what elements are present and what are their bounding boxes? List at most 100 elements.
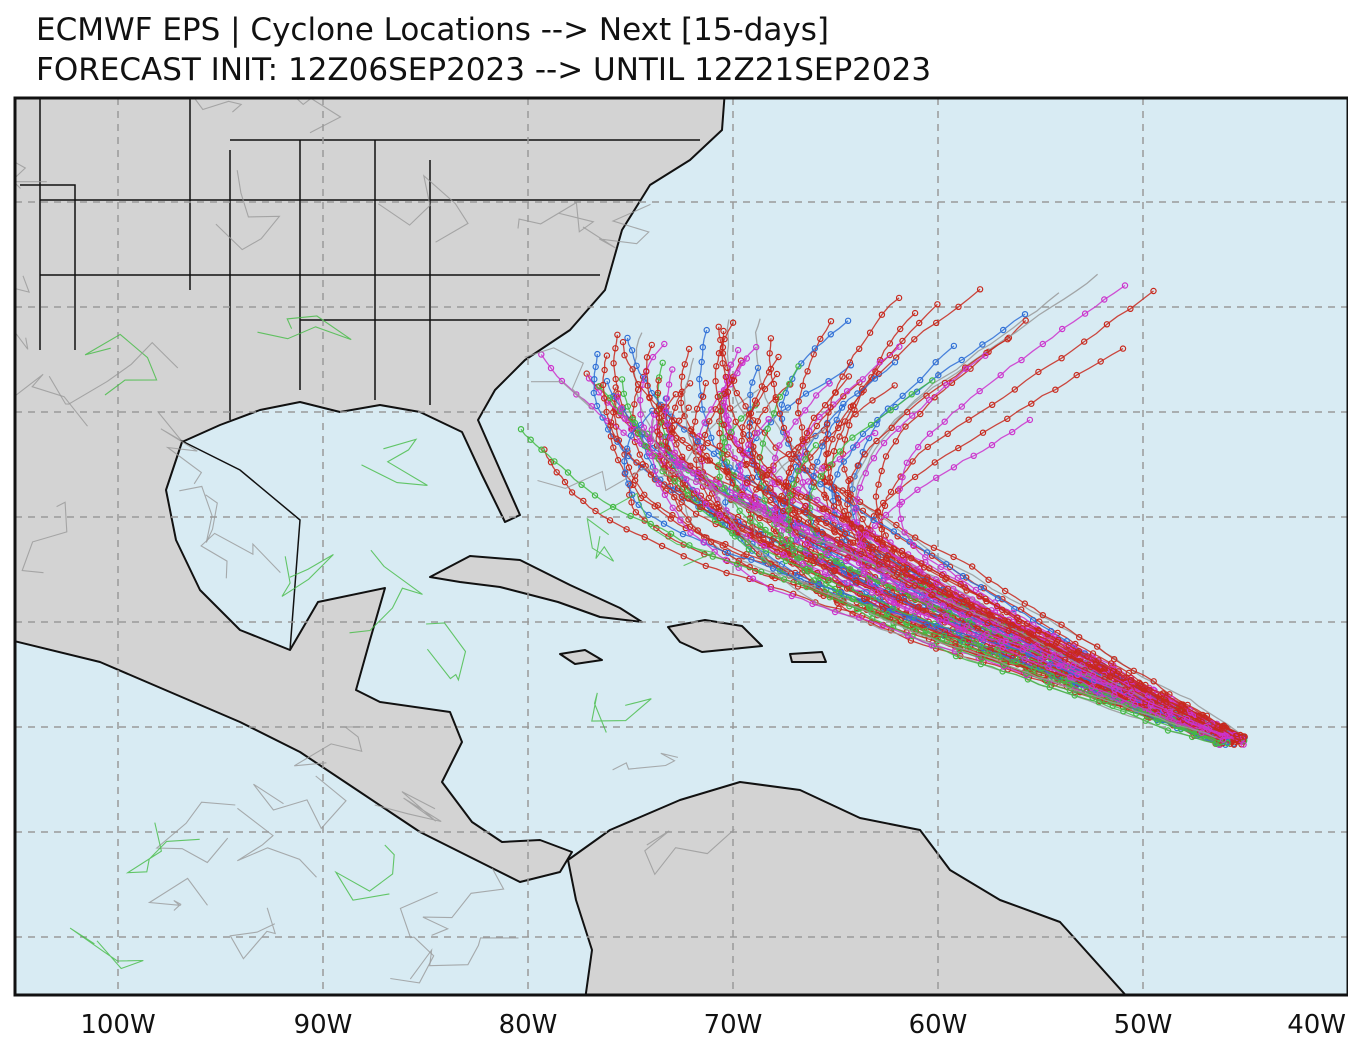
track-point <box>1219 736 1227 743</box>
track-point <box>651 503 658 510</box>
track-point <box>831 608 839 616</box>
track-point <box>609 503 617 511</box>
track-point <box>662 438 669 445</box>
track-point <box>1005 627 1012 635</box>
track-point <box>753 462 761 470</box>
track-point <box>624 403 632 410</box>
lon-label: 90W <box>294 1010 353 1040</box>
track-point <box>929 591 936 599</box>
track-point <box>1115 668 1123 675</box>
track-point <box>667 530 675 538</box>
track-point <box>799 479 807 486</box>
track-point <box>679 480 687 487</box>
track-point <box>776 442 783 449</box>
track-point <box>918 560 925 567</box>
track-point <box>652 467 659 475</box>
track-point <box>823 550 830 557</box>
track-point <box>677 391 684 398</box>
track-point <box>721 390 728 398</box>
track-point <box>803 540 811 547</box>
track-point <box>799 382 807 389</box>
track-point <box>1142 717 1149 724</box>
track-point <box>642 442 649 450</box>
track-point <box>739 483 746 491</box>
track-point <box>1089 671 1097 679</box>
track-point <box>1128 688 1135 696</box>
track-point <box>680 553 687 560</box>
track-point <box>924 574 931 581</box>
minor-track <box>295 98 342 134</box>
track-point <box>610 444 617 451</box>
track-point <box>863 541 870 549</box>
track-point <box>823 451 830 458</box>
track-point <box>792 529 799 536</box>
hispaniola <box>667 619 763 653</box>
track-point <box>892 403 899 411</box>
track-point <box>909 458 916 465</box>
track-point <box>788 475 795 483</box>
track-point <box>784 547 791 555</box>
track-point <box>590 389 598 397</box>
track-point <box>1021 655 1029 663</box>
track-point <box>802 456 809 463</box>
track-point <box>760 536 767 543</box>
track-point <box>858 550 865 558</box>
track-point <box>676 505 683 512</box>
track-point <box>836 448 844 455</box>
track-point <box>693 405 701 412</box>
track-point <box>963 574 970 581</box>
track-point <box>802 524 810 531</box>
lon-labels: 100W 90W 80W 70W 60W 50W 40W <box>80 1010 1346 1040</box>
track-point <box>878 544 886 552</box>
track-point <box>817 481 824 488</box>
track-point <box>773 370 781 378</box>
track-point <box>678 493 686 500</box>
track-point <box>850 595 857 603</box>
track-point <box>627 425 635 433</box>
track-point <box>758 568 765 576</box>
jamaica <box>559 649 603 665</box>
track-point <box>841 530 849 538</box>
track-point <box>959 638 967 645</box>
track-point <box>784 404 792 411</box>
track-point <box>720 399 727 407</box>
minor-track <box>15 373 88 427</box>
track-point <box>580 497 587 505</box>
track-point <box>1002 637 1010 645</box>
track-point <box>753 429 761 437</box>
track-point <box>803 548 810 556</box>
track-point <box>904 632 912 639</box>
track-point <box>830 527 838 534</box>
track-point <box>647 438 654 445</box>
track-point <box>815 581 822 589</box>
track-point <box>1120 708 1127 715</box>
track-point <box>625 480 632 487</box>
track-point <box>781 483 788 490</box>
minor-track <box>155 801 236 864</box>
track-point <box>734 369 741 377</box>
track-point <box>1121 692 1129 699</box>
track-point <box>627 512 634 520</box>
track-point <box>667 515 675 522</box>
track-point <box>734 346 742 354</box>
track-point <box>970 452 977 459</box>
track-point <box>842 523 849 530</box>
track-point <box>1154 718 1162 726</box>
track-point <box>697 503 704 511</box>
track-point <box>1119 345 1127 352</box>
track-point <box>909 541 917 549</box>
track-point <box>852 506 859 513</box>
track-point <box>692 510 700 517</box>
track-point <box>603 377 611 385</box>
track-point <box>909 412 916 419</box>
track-point <box>702 379 710 387</box>
track-point <box>835 424 842 432</box>
track-point <box>795 409 802 417</box>
track-point <box>797 554 805 561</box>
track-point <box>738 437 745 444</box>
track-point <box>1025 636 1032 644</box>
track-point <box>1025 651 1033 658</box>
track-point <box>748 556 755 563</box>
track-point <box>753 502 761 509</box>
track-point <box>1166 708 1173 716</box>
